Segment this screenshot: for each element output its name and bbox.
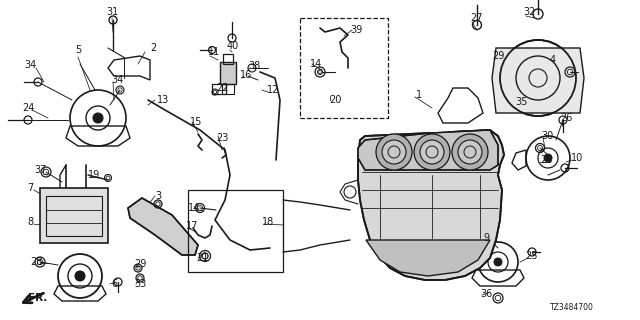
- Text: 3: 3: [155, 191, 161, 201]
- Text: 26: 26: [540, 155, 552, 165]
- Polygon shape: [358, 130, 498, 170]
- Text: 16: 16: [240, 70, 252, 80]
- Text: 20: 20: [329, 95, 341, 105]
- Text: 11: 11: [208, 47, 220, 57]
- Bar: [46, 196, 102, 236]
- Circle shape: [382, 140, 406, 164]
- Text: 25: 25: [525, 251, 538, 261]
- Text: FR.: FR.: [28, 293, 48, 303]
- Text: 40: 40: [227, 41, 239, 51]
- Text: 19: 19: [88, 170, 100, 180]
- Text: 33: 33: [134, 279, 146, 289]
- Circle shape: [420, 140, 444, 164]
- Bar: [188, 190, 283, 272]
- Text: 5: 5: [75, 45, 81, 55]
- Text: 28: 28: [30, 257, 42, 267]
- Text: 34: 34: [24, 60, 36, 70]
- Bar: [222, 84, 234, 94]
- Bar: [300, 18, 388, 118]
- Text: 36: 36: [480, 289, 492, 299]
- Text: 26: 26: [560, 113, 572, 123]
- Circle shape: [452, 134, 488, 170]
- Text: 12: 12: [267, 85, 279, 95]
- Text: TZ3484700: TZ3484700: [550, 303, 594, 313]
- Text: 39: 39: [350, 25, 362, 35]
- Text: 31: 31: [106, 7, 118, 17]
- Circle shape: [376, 134, 412, 170]
- Text: 13: 13: [157, 95, 169, 105]
- Text: 27: 27: [470, 13, 483, 23]
- Text: 38: 38: [248, 61, 260, 71]
- Circle shape: [93, 113, 103, 123]
- Text: 14: 14: [310, 59, 322, 69]
- Text: 17: 17: [186, 221, 198, 231]
- Bar: [212, 84, 226, 94]
- Text: 18: 18: [262, 217, 274, 227]
- Bar: [220, 62, 236, 84]
- Text: 10: 10: [571, 153, 583, 163]
- Text: 30: 30: [541, 131, 553, 141]
- Text: 4: 4: [550, 55, 556, 65]
- Text: 32: 32: [524, 7, 536, 17]
- Polygon shape: [358, 130, 504, 280]
- Text: 37: 37: [34, 165, 46, 175]
- Circle shape: [75, 271, 85, 281]
- Text: 29: 29: [134, 259, 146, 269]
- Text: 15: 15: [190, 117, 202, 127]
- Text: 6: 6: [111, 279, 117, 289]
- Text: 1: 1: [416, 90, 422, 100]
- Text: 7: 7: [27, 183, 33, 193]
- Bar: [223, 54, 233, 64]
- Text: 21: 21: [196, 253, 208, 263]
- Text: 22: 22: [216, 83, 228, 93]
- Text: 35: 35: [516, 97, 528, 107]
- Polygon shape: [366, 240, 490, 276]
- Text: 14: 14: [188, 203, 200, 213]
- Text: 2: 2: [150, 43, 156, 53]
- Text: 29: 29: [492, 51, 504, 61]
- Polygon shape: [492, 48, 584, 113]
- Text: 24: 24: [22, 103, 34, 113]
- Text: 9: 9: [483, 233, 489, 243]
- Text: 8: 8: [27, 217, 33, 227]
- Circle shape: [414, 134, 450, 170]
- Text: 34: 34: [111, 75, 123, 85]
- Polygon shape: [128, 198, 198, 255]
- Circle shape: [494, 258, 502, 266]
- Circle shape: [458, 140, 482, 164]
- Bar: [40, 188, 108, 243]
- Circle shape: [544, 154, 552, 162]
- Text: 23: 23: [216, 133, 228, 143]
